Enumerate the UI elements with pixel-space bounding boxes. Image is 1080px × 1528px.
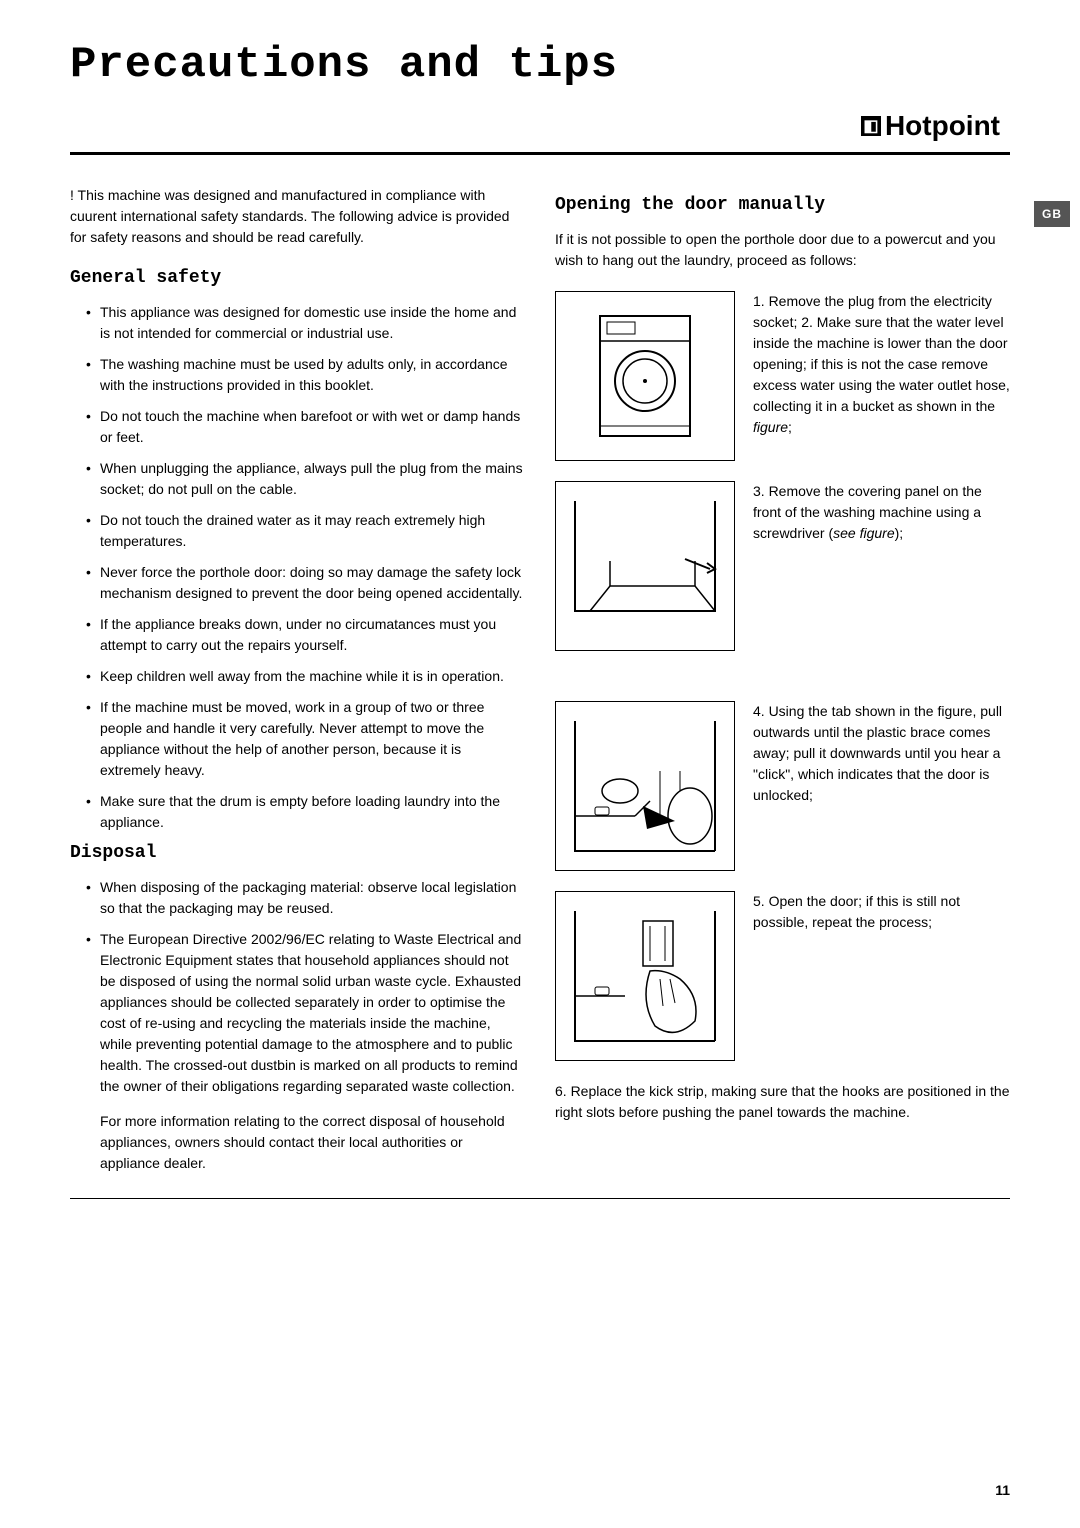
disposal-extra: For more information relating to the cor… [70,1111,525,1174]
step-5-text: 5. Open the door; if this is still not p… [753,891,1010,933]
list-item: When disposing of the packaging material… [86,877,525,919]
list-item: When unplugging the appliance, always pu… [86,458,525,500]
step-1-2-text: 1. Remove the plug from the electricity … [753,291,1010,438]
step-3-text: 3. Remove the covering panel on the fron… [753,481,1010,544]
brand-name: Hotpoint [885,110,1000,142]
page-title: Precautions and tips [70,40,1010,90]
list-item: Do not touch the machine when barefoot o… [86,406,525,448]
list-item: The washing machine must be used by adul… [86,354,525,396]
brand-icon: ◧ [861,116,881,136]
figure-remove-panel [555,481,735,651]
horizontal-rule [70,152,1010,155]
opening-intro: If it is not possible to open the portho… [555,229,1010,271]
general-safety-heading: General safety [70,268,525,288]
brand-row: ◧ Hotpoint [70,110,1010,142]
disposal-list: When disposing of the packaging material… [70,877,525,1097]
gb-badge: GB [1034,201,1070,227]
list-item: If the machine must be moved, work in a … [86,697,525,781]
list-item: Keep children well away from the machine… [86,666,525,687]
list-item: The European Directive 2002/96/EC relati… [86,929,525,1097]
opening-heading: Opening the door manually [555,195,1010,215]
general-safety-list: This appliance was designed for domestic… [70,302,525,833]
list-item: If the appliance breaks down, under no c… [86,614,525,656]
figure-pull-tab [555,701,735,871]
step-4-text: 4. Using the tab shown in the figure, pu… [753,701,1010,806]
disposal-heading: Disposal [70,843,525,863]
figure-open-door [555,891,735,1061]
list-item: Do not touch the drained water as it may… [86,510,525,552]
list-item: Make sure that the drum is empty before … [86,791,525,833]
right-column: GB Opening the door manually If it is no… [555,185,1010,1174]
step-6-text: 6. Replace the kick strip, making sure t… [555,1081,1010,1123]
intro-text: ! This machine was designed and manufact… [70,185,525,248]
left-column: ! This machine was designed and manufact… [70,185,525,1174]
bottom-rule [70,1198,1010,1199]
list-item: Never force the porthole door: doing so … [86,562,525,604]
figure-washer-front [555,291,735,461]
page-number: 11 [995,1482,1010,1498]
list-item: This appliance was designed for domestic… [86,302,525,344]
